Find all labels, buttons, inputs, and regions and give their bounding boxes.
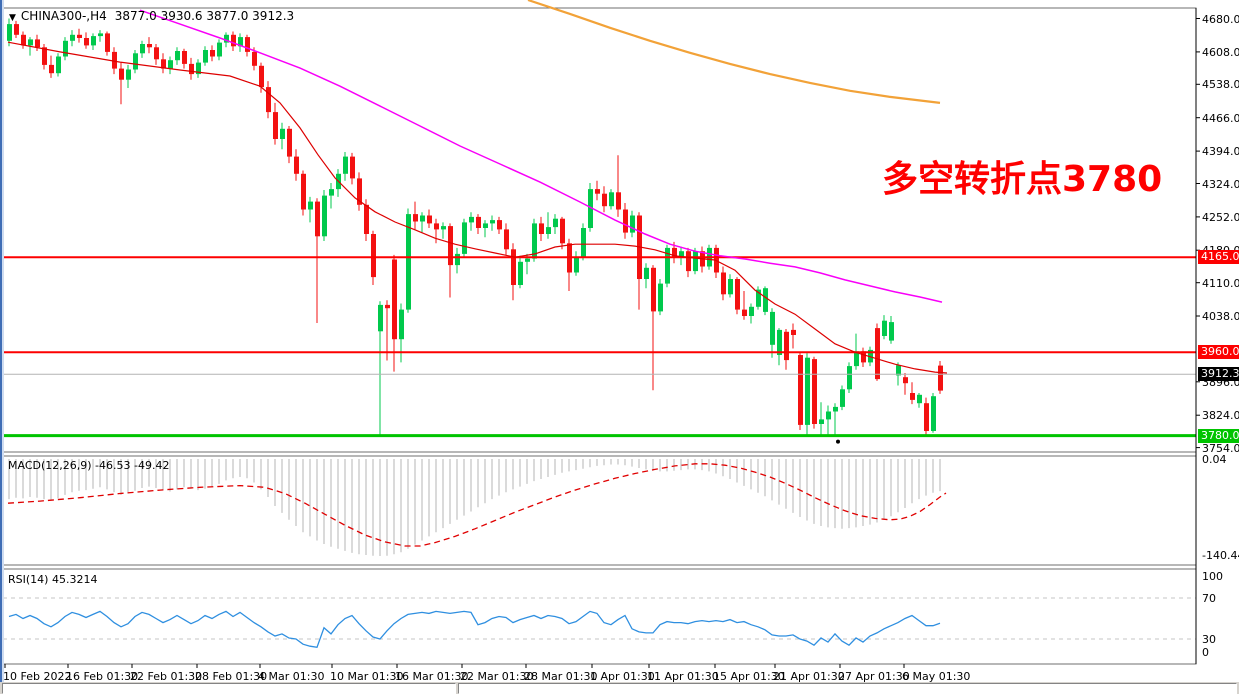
price-axis-label: 4324.0 [1202,177,1239,191]
macd-panel-frame [2,455,1197,566]
price-axis-label: 4110.0 [1202,276,1239,290]
date-label: 6 May 01:30 [902,670,971,683]
price-badge-3912.3: 3912.3 [1198,367,1239,382]
rsi-value: 45.3214 [51,573,98,586]
date-label: 4 Mar 01:30 [258,670,325,683]
price-axis-label: 3824.0 [1202,409,1239,423]
price-axis-label: 4538.0 [1202,78,1239,92]
date-label: 28 Feb 01:30 [195,670,268,683]
date-label: 28 Mar 01:30 [524,670,598,683]
date-label: 15 Apr 01:30 [713,670,785,683]
macd-label: MACD(12,26,9) -46.53 -49.42 [8,459,169,472]
ohlc-values: 3877.0 3930.6 3877.0 3912.3 [114,9,295,23]
price-axis-label: 4608.0 [1202,45,1239,59]
marker-dot [836,439,840,444]
date-label: 10 Mar 01:30 [330,670,404,683]
price-axis-label: 4252.0 [1202,210,1239,224]
chart-title: ▼ CHINA300-,H4 3877.0 3930.6 3877.0 3912.3 [9,9,294,23]
price-badge-3960.0: 3960.0 [1198,345,1239,360]
symbol-label: CHINA300-,H4 [20,9,107,23]
date-label: 11 Apr 01:30 [647,670,719,683]
rsi-axis-label: 70 [1202,592,1216,605]
date-label: 16 Feb 01:30 [66,670,139,683]
rsi-axis-label: 100 [1202,570,1223,583]
status-segment-left [2,683,456,694]
ma-magenta-line [139,9,943,303]
price-axis-label: 4680.0 [1202,12,1239,26]
rsi-line [8,610,941,649]
date-label: 22 Mar 01:30 [460,670,534,683]
window-left-border-highlight [2,0,4,694]
dropdown-icon[interactable]: ▼ [9,13,16,23]
macd-axis-max: 0.04 [1202,453,1227,466]
date-label: 21 Apr 01:30 [773,670,845,683]
date-label: 16 Mar 01:30 [395,670,469,683]
date-label: 10 Feb 2022 [3,670,72,683]
rsi-axis-label: 30 [1202,633,1216,646]
date-label: 22 Feb 01:30 [130,670,203,683]
price-axis-label: 4394.0 [1202,145,1239,159]
macd-name: MACD(12,26,9) [8,459,92,472]
price-axis-label: 3754.0 [1202,441,1239,455]
rsi-axis-label: 0 [1202,646,1209,659]
window-left-border [0,0,2,694]
status-segment-right [458,683,1237,694]
date-label: 1 Apr 01:30 [590,670,655,683]
rsi-name: RSI(14) [8,573,49,586]
price-axis-label: 4466.0 [1202,111,1239,125]
price-badge-3780.0: 3780.0 [1198,428,1239,443]
macd-histogram [8,459,941,556]
price-badge-4165.0: 4165.0 [1198,250,1239,265]
rsi-label: RSI(14) 45.3214 [8,573,97,586]
macd-axis-min: -140.44 [1202,549,1239,562]
main-panel-frame [2,7,1197,453]
ma-red-line [7,41,948,374]
macd-signal-line [7,463,947,547]
date-label: 27 Apr 01:30 [838,670,910,683]
price-axis-label: 4038.0 [1202,310,1239,323]
ma-orange-line [527,0,941,104]
macd-values: -46.53 -49.42 [95,459,170,472]
price-annotation: 多空转折点3780 [882,159,1163,200]
